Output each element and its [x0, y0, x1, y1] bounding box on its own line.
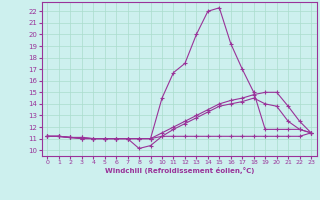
X-axis label: Windchill (Refroidissement éolien,°C): Windchill (Refroidissement éolien,°C) — [105, 167, 254, 174]
